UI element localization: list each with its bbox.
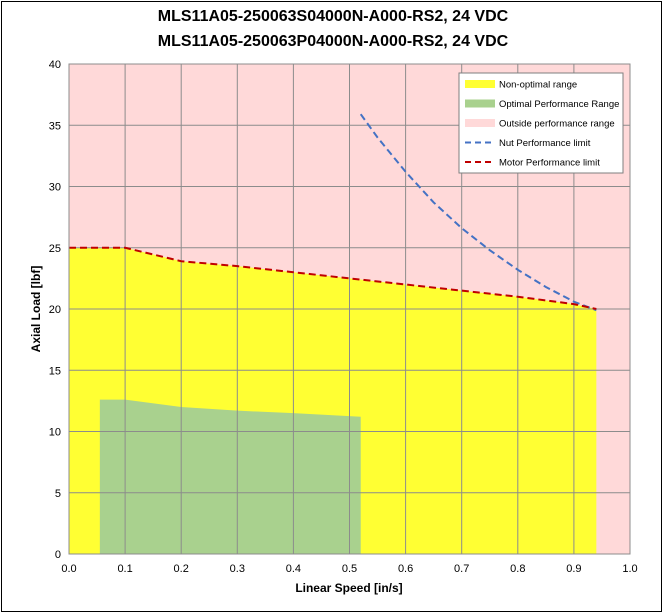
- chart-title-line-2: MLS11A05-250063P04000N-A000-RS2, 24 VDC: [158, 33, 509, 50]
- y-tick-label: 35: [49, 120, 61, 132]
- x-tick-label: 0.6: [398, 563, 413, 575]
- legend-label-optimal-performance-range: Optimal Performance Range: [499, 99, 619, 110]
- y-axis-title: Axial Load [lbf]: [29, 266, 43, 353]
- y-tick-label: 25: [49, 243, 61, 255]
- legend-swatch-optimal-performance-range: [465, 99, 495, 108]
- x-tick-label: 0.8: [510, 563, 525, 575]
- y-tick-label: 5: [55, 488, 61, 500]
- line-motor-performance-limit: [69, 246, 597, 310]
- legend-label-motor-performance-limit: Motor Performance limit: [499, 158, 600, 169]
- x-axis-title: Linear Speed [in/s]: [295, 581, 402, 595]
- x-tick-label: 0.2: [174, 563, 189, 575]
- y-tick-label: 15: [49, 365, 61, 377]
- line-series-layer: [69, 113, 597, 312]
- x-tick-label: 0.5: [342, 563, 357, 575]
- x-tick-label: 0.9: [566, 563, 581, 575]
- x-tick-label: 0.3: [230, 563, 245, 575]
- y-tick-label: 20: [49, 304, 61, 316]
- legend-swatch-outside-performance-range: [465, 119, 495, 127]
- tick-labels: 0.0 0.1 0.2 0.3 0.4 0.5 0.6 0.7 0.8 0.9 1.0 0 5 10 15 2…: [49, 59, 638, 575]
- legend: Non-optimal range Optimal Performance Ran…: [458, 72, 624, 174]
- plot-border: [68, 63, 631, 555]
- area-series-layer: [69, 247, 597, 554]
- x-tick-label: 0.0: [61, 563, 76, 575]
- legend-swatch-non-optimal-range: [465, 80, 495, 88]
- x-tick-label: 1.0: [622, 563, 637, 575]
- x-tick-label: 0.1: [117, 563, 132, 575]
- legend-label-nut-performance-limit: Nut Performance limit: [499, 138, 591, 149]
- line-nut-performance-limit: [359, 113, 597, 312]
- y-tick-label: 40: [49, 59, 61, 71]
- y-tick-label: 0: [55, 549, 61, 561]
- legend-label-outside-performance-range: Outside performance range: [499, 119, 615, 130]
- x-tick-label: 0.7: [454, 563, 469, 575]
- x-tick-label: 0.4: [286, 563, 301, 575]
- chart-title-line-1: MLS11A05-250063S04000N-A000-RS2, 24 VDC: [158, 8, 509, 25]
- area-optimal-performance-range: [99, 399, 361, 554]
- y-tick-label: 10: [49, 427, 61, 439]
- legend-label-non-optimal-range: Non-optimal range: [499, 80, 577, 91]
- y-tick-label: 30: [49, 182, 61, 194]
